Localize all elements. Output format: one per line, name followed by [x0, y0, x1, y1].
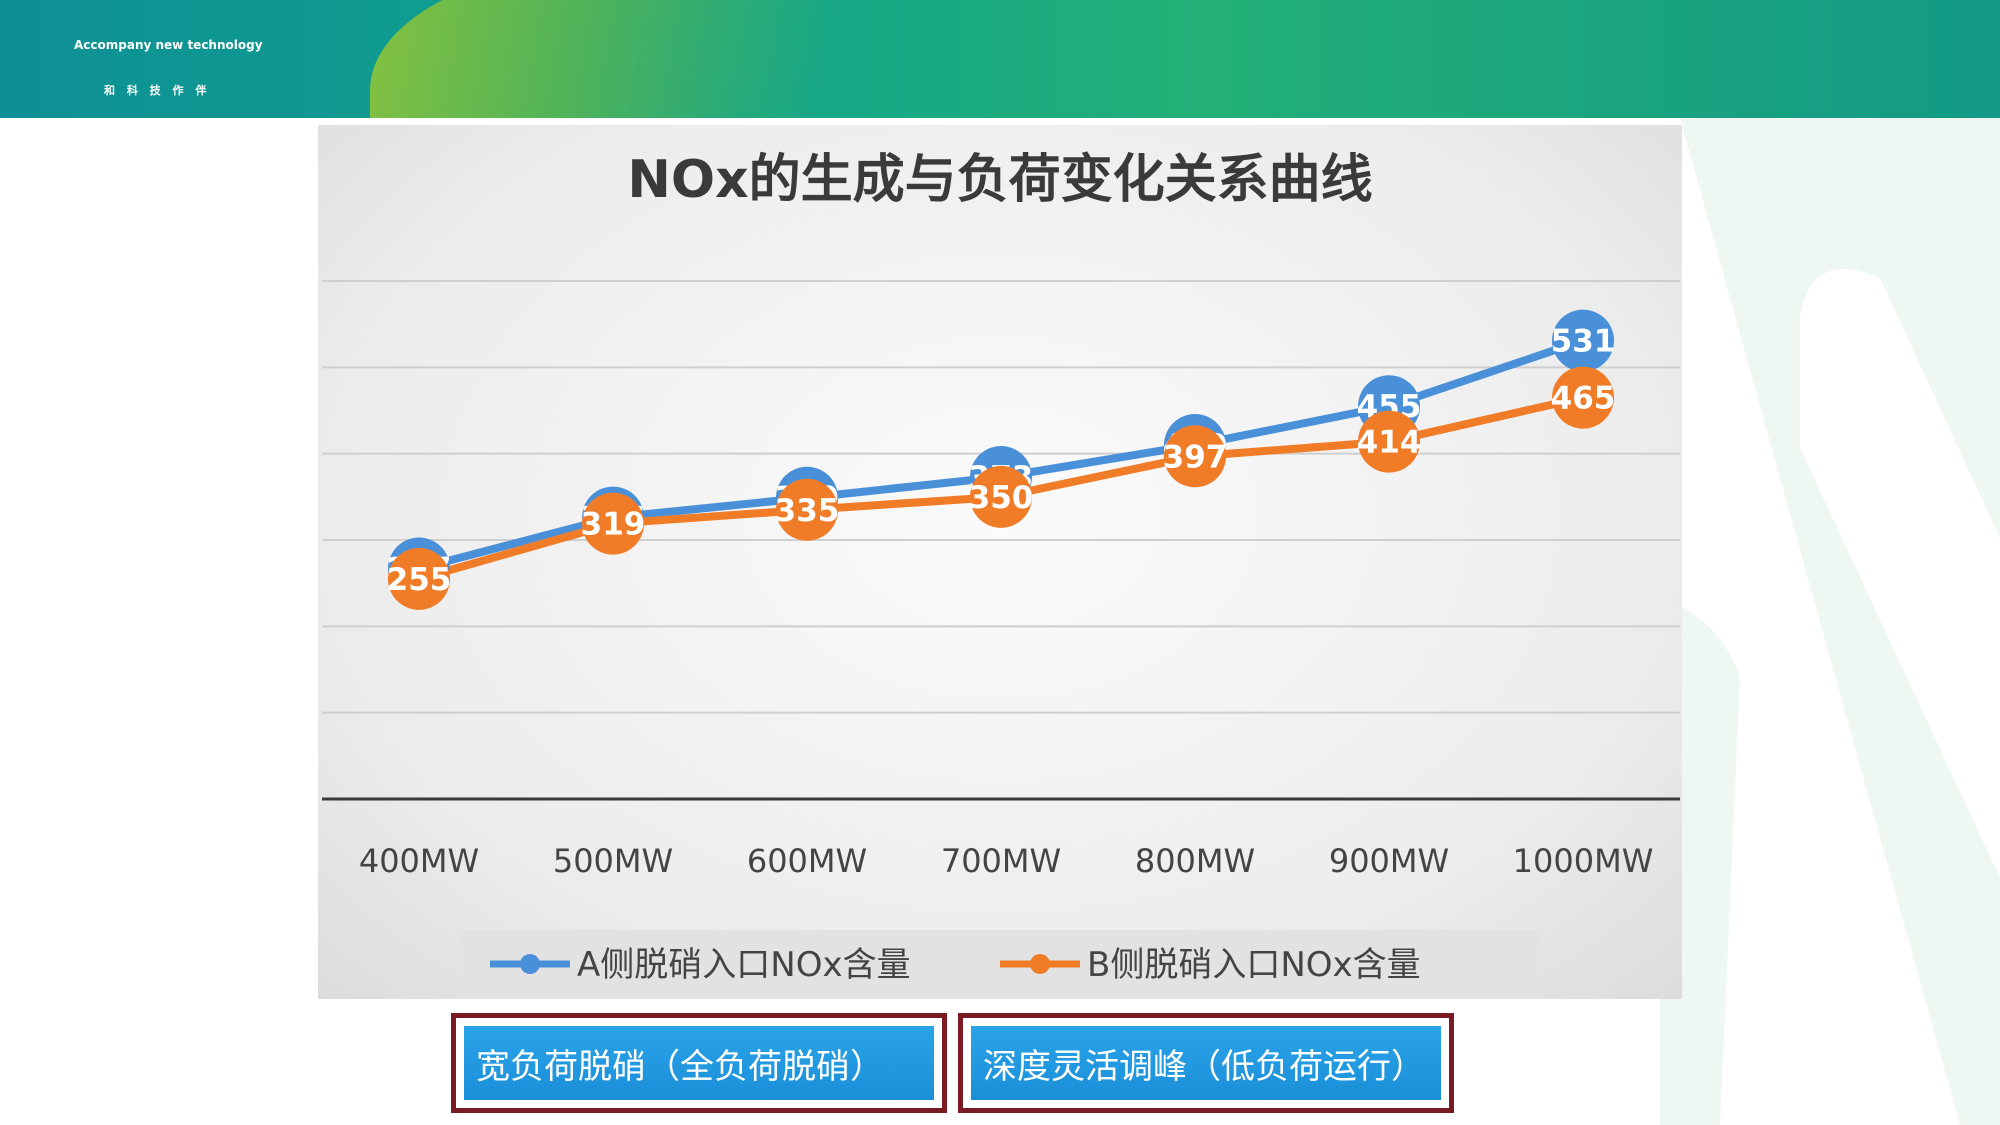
x-tick-label: 900MW	[1329, 842, 1449, 880]
data-point-b	[582, 492, 644, 555]
wide-load-denitration-button[interactable]: 宽负荷脱硝（全负荷脱硝）	[464, 1026, 934, 1100]
background-decoration	[1660, 118, 2000, 1125]
data-label-a: 531	[1551, 324, 1616, 360]
data-point-b	[1358, 410, 1420, 473]
data-label-b: 397	[1163, 439, 1228, 475]
wide-load-button-frame: 宽负荷脱硝（全负荷脱硝）	[451, 1013, 947, 1113]
data-label-b: 255	[387, 562, 452, 598]
x-tick-label: 600MW	[747, 842, 867, 880]
header-banner: Accompany new technology 和 科 技 作 伴	[0, 0, 2000, 118]
data-label-b: 335	[775, 493, 840, 529]
data-label-b: 465	[1551, 381, 1616, 417]
header-swoosh	[370, 0, 890, 118]
brand-slogan-cn: 和 科 技 作 伴	[104, 84, 211, 97]
data-point-b	[776, 478, 838, 541]
chart-title: NOx的生成与负荷变化关系曲线	[627, 150, 1372, 210]
data-label-b: 350	[969, 480, 1034, 516]
data-point-b	[970, 465, 1032, 528]
x-tick-label: 800MW	[1135, 842, 1255, 880]
data-point-a	[1552, 309, 1614, 372]
data-point-b	[1164, 425, 1226, 488]
data-label-b: 414	[1357, 425, 1422, 461]
x-tick-label: 500MW	[553, 842, 673, 880]
data-point-b	[1552, 366, 1614, 429]
data-label-b: 319	[581, 507, 646, 543]
legend-marker-b	[1030, 954, 1050, 974]
legend-marker-a	[520, 954, 540, 974]
brand-slogan-en: Accompany new technology	[74, 38, 263, 52]
x-tick-label: 1000MW	[1513, 842, 1654, 880]
x-tick-label: 400MW	[359, 842, 479, 880]
deep-peak-regulation-button[interactable]: 深度灵活调峰（低负荷运行）	[971, 1026, 1441, 1100]
chart-panel: NOx的生成与负荷变化关系曲线 400MW 500MW 600MW 700MW 800MW…	[318, 125, 1682, 999]
legend-label-b: B侧脱硝入口NOx含量	[1087, 945, 1421, 985]
deep-peak-button-frame: 深度灵活调峰（低负荷运行）	[958, 1013, 1454, 1113]
nox-load-chart: NOx的生成与负荷变化关系曲线 400MW 500MW 600MW 700MW 800MW…	[322, 150, 1680, 999]
data-point-b	[388, 547, 450, 610]
legend-label-a: A侧脱硝入口NOx含量	[577, 945, 911, 985]
x-tick-label: 700MW	[941, 842, 1061, 880]
